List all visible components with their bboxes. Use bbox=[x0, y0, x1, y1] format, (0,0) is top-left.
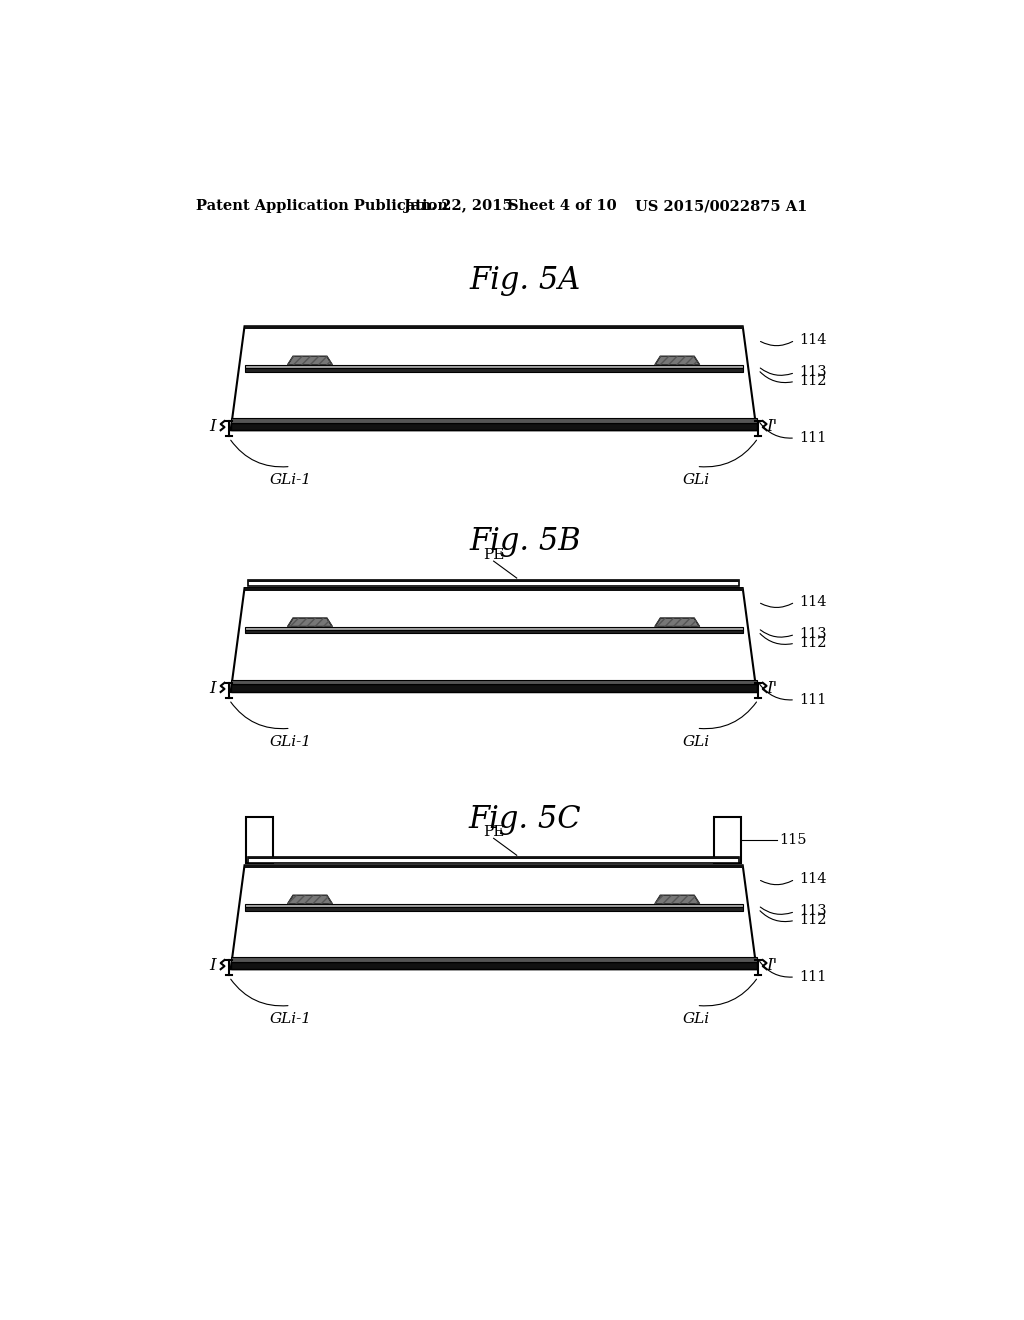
Polygon shape bbox=[230, 957, 757, 961]
Bar bbox=[714, 817, 741, 863]
Text: I: I bbox=[209, 957, 215, 974]
Text: Fig. 5B: Fig. 5B bbox=[469, 527, 581, 557]
Text: US 2015/0022875 A1: US 2015/0022875 A1 bbox=[635, 199, 807, 213]
Text: Fig. 5C: Fig. 5C bbox=[469, 804, 581, 834]
Text: Patent Application Publication: Patent Application Publication bbox=[196, 199, 449, 213]
Text: 112: 112 bbox=[799, 913, 826, 928]
Text: GLi-1: GLi-1 bbox=[269, 1012, 311, 1026]
Text: Sheet 4 of 10: Sheet 4 of 10 bbox=[508, 199, 616, 213]
Polygon shape bbox=[230, 418, 757, 422]
Polygon shape bbox=[230, 684, 757, 692]
Polygon shape bbox=[249, 857, 739, 863]
Text: 112: 112 bbox=[799, 375, 826, 388]
Text: 114: 114 bbox=[799, 873, 826, 886]
Polygon shape bbox=[245, 866, 742, 869]
Polygon shape bbox=[249, 579, 739, 586]
Polygon shape bbox=[655, 618, 699, 627]
Polygon shape bbox=[655, 895, 699, 904]
Text: GLi-1: GLi-1 bbox=[269, 735, 311, 748]
Text: 114: 114 bbox=[799, 333, 826, 347]
Polygon shape bbox=[230, 866, 757, 969]
Polygon shape bbox=[245, 326, 742, 330]
Text: Jan. 22, 2015: Jan. 22, 2015 bbox=[403, 199, 513, 213]
Polygon shape bbox=[230, 422, 757, 430]
Bar bbox=[246, 817, 273, 863]
Text: GLi: GLi bbox=[683, 1012, 710, 1026]
Bar bbox=[245, 368, 742, 372]
Bar bbox=[245, 907, 742, 911]
Polygon shape bbox=[249, 857, 739, 859]
Text: 115: 115 bbox=[779, 833, 807, 847]
Text: Fig. 5A: Fig. 5A bbox=[469, 264, 581, 296]
Polygon shape bbox=[249, 579, 739, 582]
Polygon shape bbox=[230, 589, 757, 692]
Text: 113: 113 bbox=[799, 366, 826, 379]
Polygon shape bbox=[288, 356, 333, 364]
Text: 112: 112 bbox=[799, 636, 826, 651]
Text: I: I bbox=[209, 680, 215, 697]
Text: GLi: GLi bbox=[683, 735, 710, 748]
Polygon shape bbox=[288, 618, 333, 627]
Bar bbox=[245, 904, 742, 907]
Text: I': I' bbox=[766, 680, 777, 697]
Text: PE: PE bbox=[483, 548, 504, 562]
Text: I': I' bbox=[766, 957, 777, 974]
Text: 111: 111 bbox=[799, 693, 826, 706]
Polygon shape bbox=[245, 589, 742, 591]
Text: 111: 111 bbox=[799, 970, 826, 983]
Text: PE: PE bbox=[483, 825, 504, 840]
Polygon shape bbox=[230, 680, 757, 684]
Polygon shape bbox=[230, 326, 757, 430]
Text: GLi: GLi bbox=[683, 474, 710, 487]
Polygon shape bbox=[655, 356, 699, 364]
Polygon shape bbox=[288, 895, 333, 904]
Text: 111: 111 bbox=[799, 430, 826, 445]
Bar bbox=[245, 627, 742, 630]
Text: 113: 113 bbox=[799, 627, 826, 642]
Polygon shape bbox=[230, 961, 757, 969]
Bar bbox=[245, 364, 742, 368]
Text: I: I bbox=[209, 418, 215, 434]
Text: I': I' bbox=[766, 418, 777, 434]
Text: GLi-1: GLi-1 bbox=[269, 474, 311, 487]
Bar bbox=[245, 630, 742, 634]
Text: 114: 114 bbox=[799, 595, 826, 609]
Text: 113: 113 bbox=[799, 904, 826, 919]
